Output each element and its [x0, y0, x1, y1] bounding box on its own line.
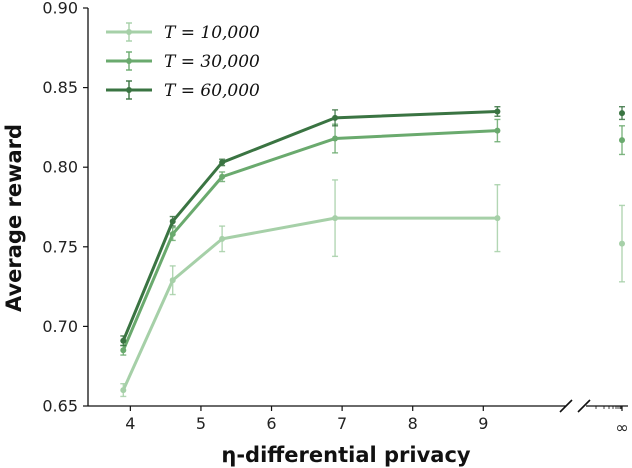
ticks: 0.65 0.70 0.75 0.80 0.85 0.90 4 5 6 7 8 9 ∞	[42, 0, 628, 437]
series-group	[120, 106, 625, 398]
data-point	[219, 159, 226, 166]
legend-label: T = 10,000	[164, 23, 260, 43]
series-1	[120, 179, 625, 398]
y-axis-title: Average reward	[2, 124, 26, 312]
axes	[87, 8, 628, 413]
x-tick-label: 9	[478, 414, 488, 433]
x-axis-title: η-differential privacy	[221, 443, 471, 467]
x-tick-label: 5	[196, 414, 206, 433]
legend-label: T = 60,000	[164, 81, 260, 101]
y-tick-label: 0.65	[42, 397, 78, 416]
data-point	[219, 235, 226, 242]
series-line	[121, 216, 498, 391]
data-point	[219, 173, 226, 180]
data-point	[332, 135, 339, 142]
data-point	[169, 277, 176, 284]
legend-label: T = 30,000	[164, 52, 260, 72]
series-line	[121, 129, 498, 351]
axis-break-mark	[577, 399, 591, 413]
y-tick-label: 0.85	[42, 78, 78, 97]
x-tick-label-infinity: ∞	[615, 418, 628, 437]
y-tick-label: 0.70	[42, 317, 78, 336]
data-point	[120, 337, 127, 344]
legend-marker	[126, 87, 132, 93]
data-point	[120, 347, 127, 354]
legend: T = 10,000 T = 30,000 T = 60,000	[106, 22, 260, 101]
x-tick-label: 6	[266, 414, 276, 433]
data-point-infinity	[619, 137, 625, 144]
data-point	[169, 231, 176, 238]
y-tick-label: 0.90	[42, 0, 78, 18]
axis-break-mark	[559, 399, 573, 413]
legend-marker	[126, 58, 132, 64]
y-tick-label: 0.80	[42, 158, 78, 177]
x-tick-label: 4	[125, 414, 135, 433]
data-point	[332, 215, 339, 222]
data-point-infinity	[619, 110, 625, 117]
data-point	[494, 215, 501, 222]
data-point	[120, 387, 127, 394]
y-tick-label: 0.75	[42, 237, 78, 256]
series-3	[120, 106, 625, 347]
data-point	[494, 127, 501, 134]
data-point	[332, 114, 339, 121]
data-point	[494, 108, 501, 115]
legend-marker	[126, 29, 132, 35]
series-2	[120, 118, 625, 356]
data-point	[169, 218, 176, 225]
x-tick-label: 8	[408, 414, 418, 433]
data-point-infinity	[619, 240, 625, 247]
x-tick-label: 7	[337, 414, 347, 433]
